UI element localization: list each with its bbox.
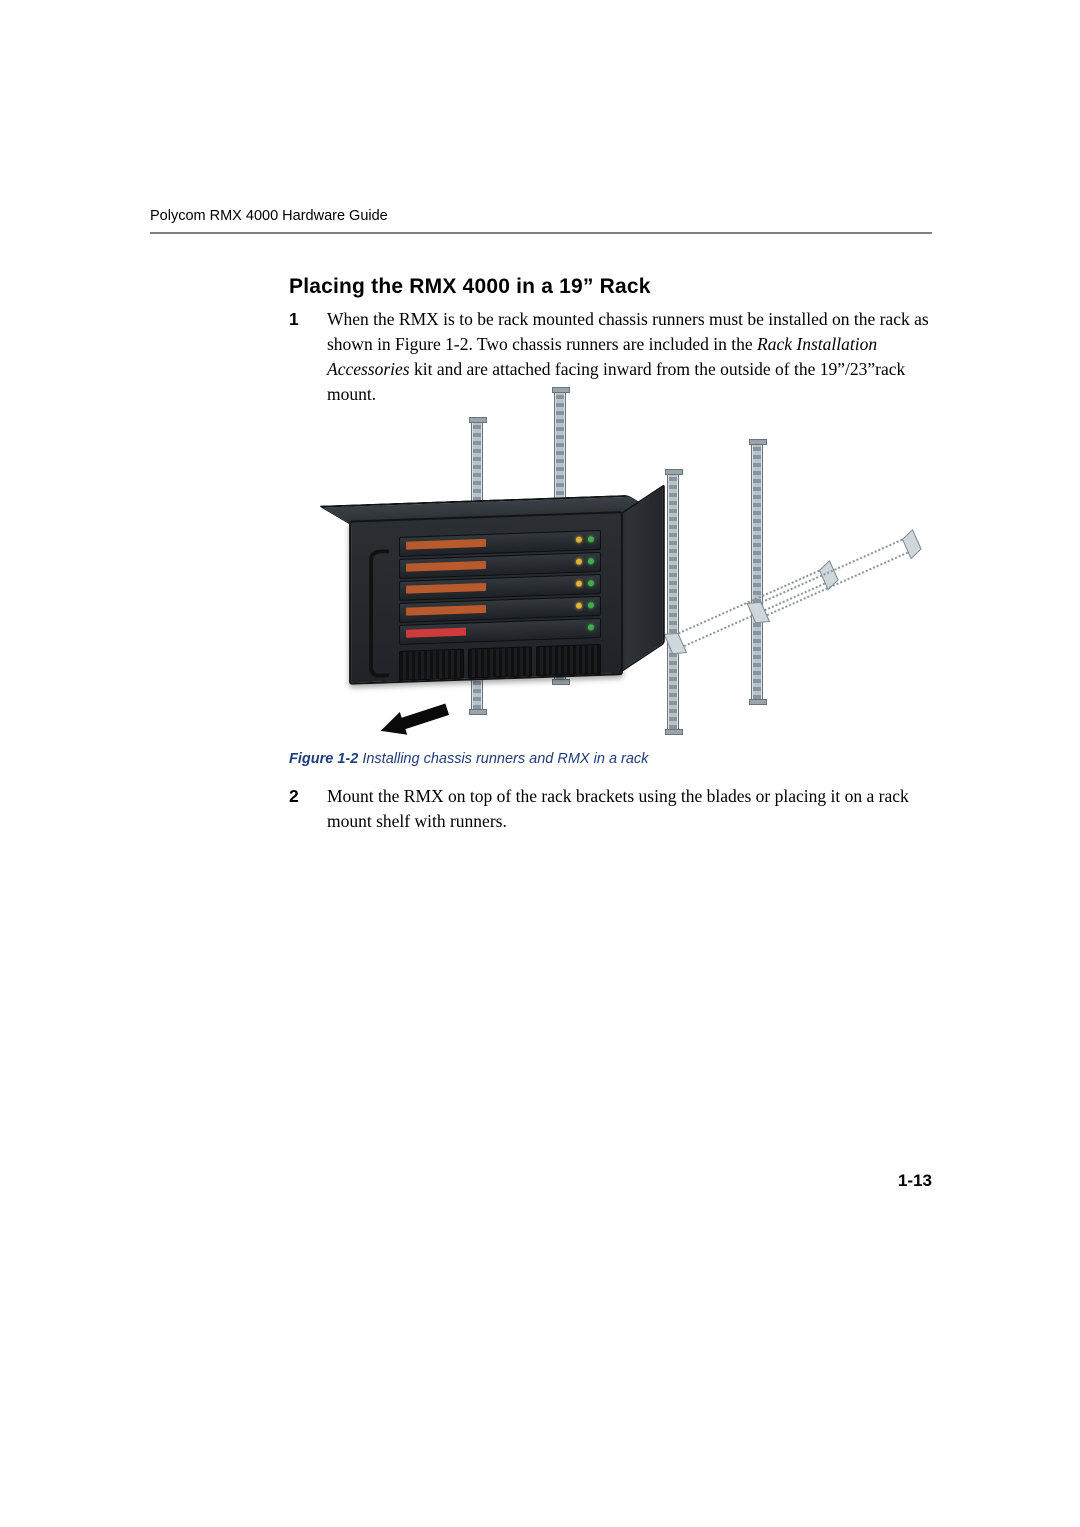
rmx-chassis-icon — [309, 502, 659, 724]
figure-caption: Figure 1-2 Installing chassis runners an… — [289, 751, 648, 767]
running-head: Polycom RMX 4000 Hardware Guide — [150, 208, 388, 224]
header-rule — [150, 232, 932, 234]
list-item-2: 2 Mount the RMX on top of the rack brack… — [289, 784, 934, 834]
text: Mount the RMX on top of the rack bracket… — [327, 786, 909, 831]
caption-text: Installing chassis runners and RMX in a … — [358, 751, 648, 767]
rack-rail-icon — [751, 442, 763, 702]
document-page: Polycom RMX 4000 Hardware Guide Placing … — [0, 0, 1080, 1527]
rack-rail-icon — [667, 472, 679, 732]
list-body: Mount the RMX on top of the rack bracket… — [327, 784, 934, 834]
chassis-runner-icon — [754, 536, 916, 620]
figure-1-2 — [289, 390, 879, 740]
list-number: 2 — [289, 784, 327, 809]
caption-lead: Figure 1-2 — [289, 751, 358, 767]
list-number: 1 — [289, 307, 327, 332]
page-number: 1-13 — [898, 1171, 932, 1191]
section-heading: Placing the RMX 4000 in a 19” Rack — [289, 275, 651, 299]
